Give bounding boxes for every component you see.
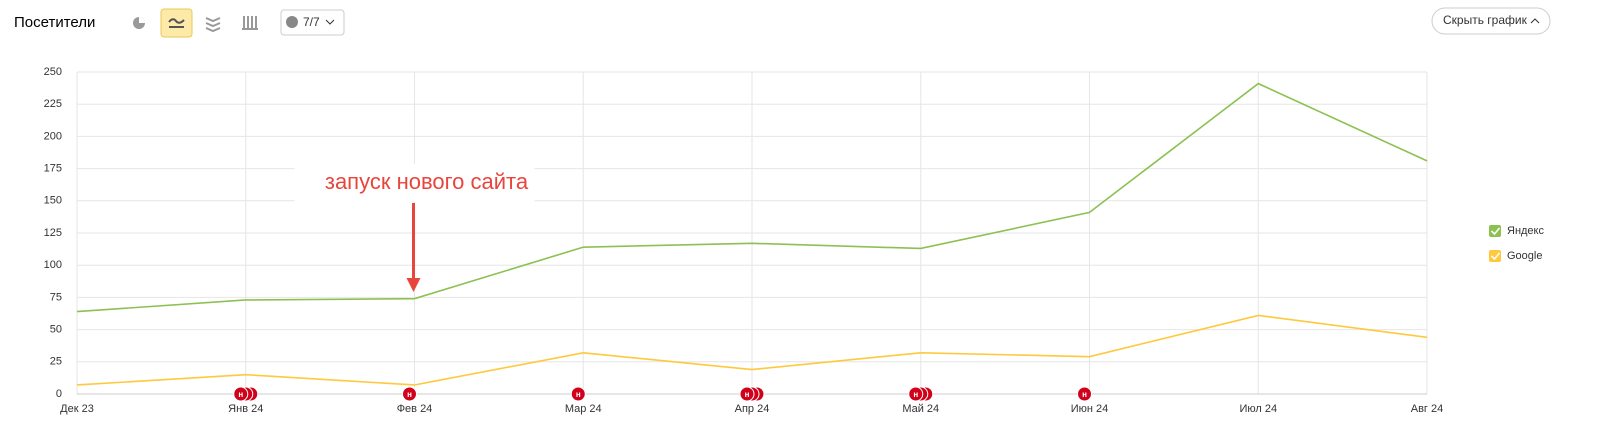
event-marker-label: н [407,390,412,399]
x-tick-label: Янв 24 [228,403,263,415]
annotation-text: запуск нового сайта [325,169,529,194]
y-tick-label: 0 [56,388,62,400]
legend-check [1490,227,1501,236]
y-tick-label: 25 [50,356,62,368]
event-marker[interactable]: н [1077,386,1092,402]
event-marker-circle [233,386,249,402]
event-marker-circle [570,386,586,402]
line-icon[interactable] [160,8,193,38]
y-tick-label: 75 [50,291,62,303]
hide-chart-button[interactable]: Скрыть график [1431,7,1551,35]
event-marker-circle [739,386,755,402]
x-tick-label: Июн 24 [1071,403,1109,415]
area-icon[interactable] [205,17,221,33]
y-tick-label: 225 [44,98,62,110]
event-marker[interactable]: н [570,386,586,402]
annotation-arrowhead [406,278,421,292]
hide-chart-button-label: Скрыть график [1443,13,1528,27]
event-marker-circle [908,386,924,402]
legend-checkbox [1489,250,1501,262]
annotation-background [294,164,535,202]
event-marker-label: н [913,390,918,399]
y-tick-label: 175 [44,163,62,175]
y-tick-label: 150 [44,195,62,207]
pie-icon[interactable] [133,17,145,29]
filter-button[interactable]: 7/7 [280,9,345,36]
y-tick-label: 250 [44,66,62,78]
event-marker[interactable]: н [233,386,249,402]
filter-button-label: 7/7 [303,15,320,29]
series-line [76,82,1428,313]
event-marker[interactable]: н [739,386,755,402]
x-tick-label: Дек 23 [60,403,94,415]
x-tick-label: Фев 24 [397,403,433,415]
bar-icon[interactable] [242,16,258,30]
x-tick-label: Авг 24 [1411,403,1443,415]
legend-check [1490,252,1501,261]
y-tick-label: 100 [44,259,62,271]
legend-item[interactable]: Яндекс [1489,225,1544,237]
y-tick-label: 50 [50,324,62,336]
y-tick-label: 200 [44,130,62,142]
series-line [76,314,1428,386]
chart-type-icons [133,8,258,38]
x-tick-label: Май 24 [902,403,939,415]
legend-label: Google [1507,250,1542,262]
page-title: Посетители [14,14,95,31]
event-marker-circle [402,386,417,402]
legend-checkbox [1489,225,1501,237]
event-marker-circle [1077,386,1092,402]
event-marker-label: н [576,390,581,399]
legend-item[interactable]: Google [1489,250,1542,262]
legend-label: Яндекс [1507,225,1544,237]
event-marker-label: н [1082,390,1087,399]
event-marker-label: н [745,390,750,399]
event-marker-label: н [238,390,243,399]
x-tick-label: Июл 24 [1239,403,1277,415]
x-tick-label: Апр 24 [735,403,770,415]
event-marker[interactable]: н [402,386,417,402]
x-tick-label: Мар 24 [565,403,602,415]
y-tick-label: 125 [44,227,62,239]
event-marker[interactable]: н [908,386,924,402]
